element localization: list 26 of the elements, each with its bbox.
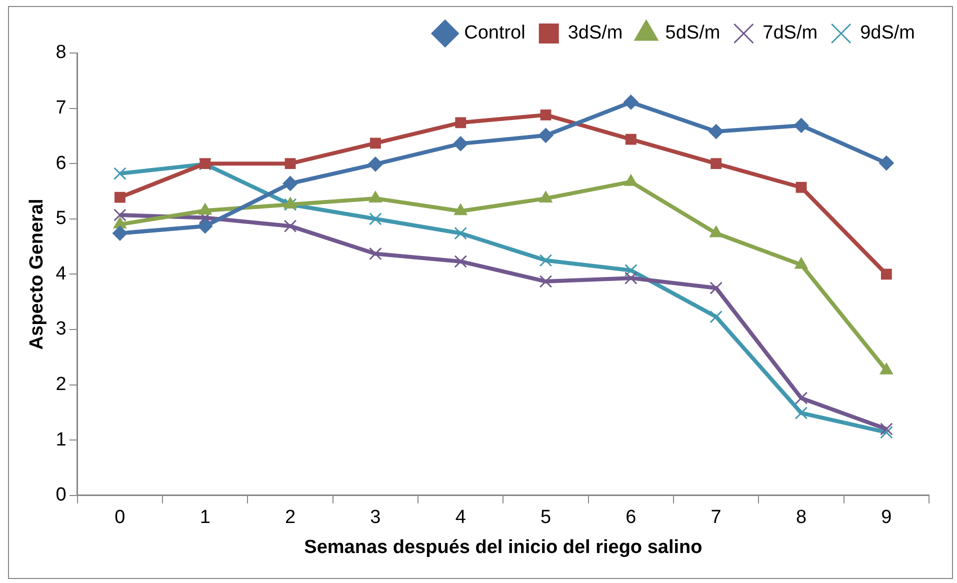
y-tick-label: 4 — [56, 263, 67, 284]
y-tick-label: 5 — [56, 208, 66, 230]
y-tick-label: 1 — [56, 429, 66, 450]
legend-label: 9dS/m — [860, 22, 916, 44]
legend-label: 3dS/m — [568, 22, 623, 44]
y-tick-label: 2 — [56, 374, 66, 396]
x-tick-label: 7 — [710, 507, 722, 528]
legend-label: 5dS/m — [665, 22, 720, 44]
x-tick-label: 5 — [540, 507, 552, 528]
x-tick-label: 3 — [370, 507, 381, 528]
y-tick-label: 7 — [56, 98, 66, 119]
x-tick-label: 0 — [114, 507, 126, 528]
y-tick-label: 0 — [56, 484, 66, 506]
x-tick-label: 8 — [796, 507, 807, 528]
x-tick-label: 9 — [881, 507, 892, 528]
y-tick-label: 3 — [56, 318, 66, 340]
x-tick-label: 2 — [284, 507, 296, 528]
legend-label: Control — [464, 22, 526, 44]
y-tick-label: 6 — [56, 152, 66, 174]
legend-label: 7dS/m — [762, 22, 818, 44]
y-axis-title: Aspecto General — [26, 198, 48, 350]
x-tick-label: 6 — [626, 507, 636, 528]
y-tick-label: 8 — [56, 42, 66, 64]
x-axis-title: Semanas después del inicio del riego salino — [304, 536, 702, 558]
x-tick-label: 4 — [455, 507, 466, 528]
x-tick-label: 1 — [200, 507, 210, 528]
